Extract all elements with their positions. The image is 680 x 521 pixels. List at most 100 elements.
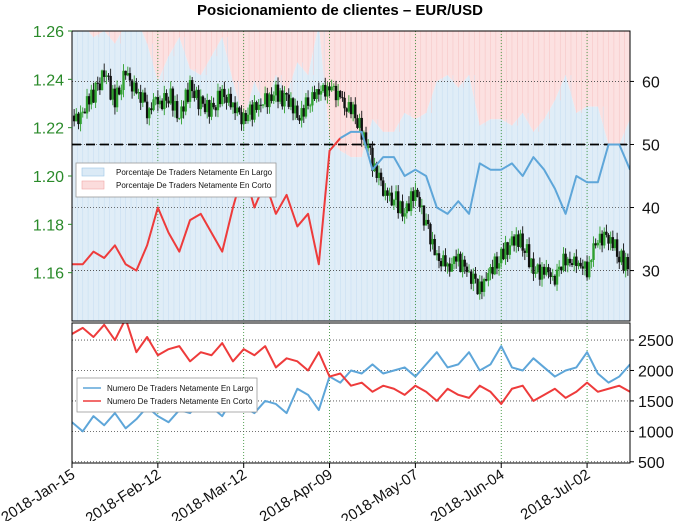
price-candle [555,269,559,285]
price-candle [397,191,400,214]
price-candle [313,92,316,100]
price-candle [512,236,516,246]
legend-long-label: Numero De Traders Netamente En Largo [107,384,254,393]
price-candle [197,89,200,110]
price-candle [90,89,93,105]
price-candle [122,70,125,91]
price-candle [233,102,237,114]
price-candle [255,102,258,110]
price-candle [128,73,132,81]
price-candle [341,97,344,99]
price-candle [439,261,443,267]
price-candle [120,90,123,95]
price-candle [231,102,235,108]
price-candle [111,88,114,100]
price-candle [540,266,544,280]
price-candle [384,190,387,196]
price-candle [596,242,600,246]
price-candle [390,192,393,206]
price-candle [319,91,323,95]
price-candle [465,266,469,273]
left-tick-label: 1.26 [33,24,64,41]
series-line-long-pct [339,130,630,215]
price-candle [605,231,608,235]
price-candle [272,95,275,101]
price-candle [221,88,224,105]
price-candle [87,96,91,105]
price-candle [547,267,550,273]
x-tick-label: 2018-Jul-02 [518,466,594,521]
price-candle [474,273,477,279]
price-candle [351,104,355,115]
series-line-short-pct [72,137,342,272]
price-candle [137,92,140,94]
left-tick-label: 1.18 [33,217,64,234]
price-candle [300,108,303,121]
price-candle [354,104,357,119]
price-candle [216,90,220,111]
price-candle [148,108,151,119]
price-candle [521,233,524,251]
price-candle [278,90,282,102]
price-candle [560,266,563,271]
price-candle [585,261,589,278]
price-candle [167,100,170,104]
price-candle [251,104,254,120]
price-candle [165,93,168,101]
price-candle [482,279,486,292]
price-candle [218,90,222,105]
legend-percentage: Porcentaje De Traders Netamente En Largo… [75,162,277,198]
price-candle [450,264,454,272]
x-tick-label: 2018-May-07 [338,466,421,521]
price-candle [115,87,119,108]
price-candle [195,89,198,98]
price-candle [401,201,404,217]
price-candle [266,93,269,108]
right-tick-label: 2000 [638,363,674,380]
price-candle [403,213,406,217]
price-candle [622,250,625,271]
price-candle [332,85,336,87]
price-candle [311,92,314,106]
price-candle [491,267,494,275]
price-candle [302,108,305,117]
price-candle [412,191,415,202]
price-candle [392,199,396,206]
price-candle [328,86,331,91]
price-candle [527,244,531,268]
price-candle [343,97,346,109]
price-candle [294,105,297,114]
price-candle [472,273,475,284]
positioning-panel: 1.16 1.18 1.20 1.22 1.24 1.26 30 40 50 60 [33,24,660,322]
price-candle [497,263,501,269]
price-candle [206,100,209,113]
price-candle [102,70,106,77]
legend-long-label: Porcentaje De Traders Netamente En Largo [116,168,273,177]
right-tick-label: 30 [642,264,660,281]
price-candle [407,203,411,212]
price-candle [336,90,340,101]
price-candle [347,102,351,112]
price-candle [366,145,370,149]
price-candle [609,237,612,244]
price-candle [139,92,142,103]
price-candle [508,245,512,255]
price-candle [452,256,456,265]
price-candle [618,256,621,263]
x-tick-label: 2018-Apr-09 [257,466,336,521]
price-candle [510,236,514,246]
series-line-short-count [72,323,630,405]
price-candle [276,84,280,102]
price-candle [405,203,408,214]
price-candle [163,93,166,110]
price-candle [130,80,134,92]
price-candle [607,234,610,244]
price-candle [517,234,520,247]
price-candle [364,132,368,149]
price-candle [553,275,557,285]
price-candle [98,83,102,91]
price-candle [379,172,383,181]
price-candle [592,243,595,260]
price-candle [626,257,630,270]
